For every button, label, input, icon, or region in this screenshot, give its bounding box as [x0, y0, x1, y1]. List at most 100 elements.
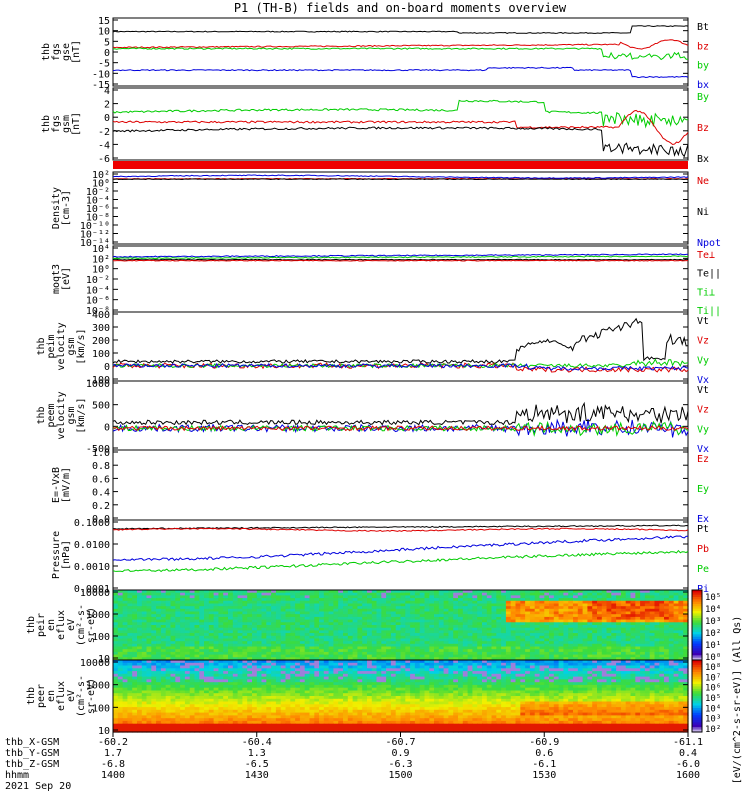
spectrogram-cell [400, 608, 406, 613]
y-label-line: thb [41, 43, 52, 61]
spectrogram-cell [122, 635, 128, 640]
spectrogram-cell [338, 660, 344, 664]
spectrogram-cell [525, 625, 531, 629]
spectrogram-cell [625, 598, 632, 602]
spectrogram-cell [568, 660, 574, 664]
spectrogram-cell [122, 649, 128, 653]
spectrogram-cell [223, 635, 229, 640]
spectrogram-cell [520, 649, 526, 653]
spectrogram-cell [491, 671, 497, 675]
spectrogram-cell [448, 633, 454, 637]
spectrogram-cell [295, 690, 301, 694]
spectrogram-cell [654, 687, 660, 692]
spectrogram-cell [386, 606, 392, 610]
spectrogram-cell [122, 646, 128, 650]
spectrogram-cell [448, 616, 454, 621]
spectrogram-cell [333, 693, 339, 697]
spectrogram-cell [180, 625, 186, 629]
spectrogram-cell [319, 657, 325, 661]
spectrogram-cell [568, 635, 574, 640]
spectrogram-cell [386, 676, 392, 680]
spectrogram-cell [213, 622, 219, 626]
spectrogram-cell [424, 673, 430, 678]
spectrogram-cell [199, 635, 205, 640]
spectrogram-cell [299, 657, 306, 661]
spectrogram-cell [137, 641, 143, 645]
spectrogram-cell [165, 592, 172, 596]
spectrogram-cell [434, 592, 440, 596]
spectrogram-cell [319, 690, 325, 694]
spectrogram-cell [228, 643, 234, 648]
spectrogram-cell [414, 635, 421, 640]
spectrogram-cell [635, 625, 641, 629]
spectrogram-cell [165, 679, 172, 683]
spectrogram-cell [285, 635, 291, 640]
spectrogram-cell [151, 616, 157, 621]
panel-frame [112, 449, 689, 521]
spectrogram-cell [683, 595, 689, 599]
spectrogram-cell [395, 641, 402, 645]
spectrogram-cell [640, 676, 646, 680]
spectrogram-cell [630, 635, 636, 640]
spectrogram-cell [194, 590, 200, 594]
spectrogram-cell [582, 654, 588, 658]
spectrogram-cell [204, 625, 210, 629]
spectrogram-cell [678, 654, 684, 658]
spectrogram-cell [280, 622, 287, 626]
spectrogram-cell [534, 671, 541, 675]
spectrogram-cell [553, 668, 560, 672]
spectrogram-cell [137, 627, 143, 631]
spectrogram-cell [333, 662, 339, 667]
spectrogram-cell [534, 684, 541, 689]
spectrogram-cell [458, 657, 464, 661]
spectrogram-cell [592, 657, 598, 661]
spectrogram-cell [400, 595, 406, 599]
spectrogram-cell [295, 633, 301, 637]
spectrogram-cell [333, 671, 339, 675]
spectrogram-cell [180, 662, 186, 667]
spectrogram-cell [261, 611, 267, 615]
spectrogram-cell [357, 654, 363, 658]
spectrogram-cell [472, 635, 478, 640]
spectrogram-cell [443, 654, 449, 658]
spectrogram-cell [309, 635, 315, 640]
spectrogram-cell [635, 646, 641, 650]
spectrogram-cell [242, 665, 248, 669]
spectrogram-cell [199, 651, 205, 656]
spectrogram-cell [544, 616, 550, 621]
spectrogram-cell [266, 660, 272, 664]
spectrogram-cell [510, 603, 517, 607]
spectrogram-cell [165, 673, 172, 678]
spectrogram-cell [208, 600, 215, 605]
spectrogram-cell [640, 627, 646, 631]
spectrogram-cell [285, 673, 291, 678]
spectrogram-cell [515, 654, 521, 658]
spectrogram-cell [587, 665, 593, 669]
colorbar-cell [692, 657, 702, 661]
spectrogram-cell [160, 633, 167, 637]
spectrogram-cell [275, 625, 282, 629]
spectrogram-cell [295, 627, 301, 631]
spectrogram-cell [491, 684, 497, 689]
spectrogram-cell [644, 595, 651, 599]
spectrogram-cell [582, 673, 588, 678]
spectrogram-cell [453, 693, 459, 697]
spectrogram-cell [424, 687, 430, 692]
spectrogram-cell [630, 608, 636, 613]
spectrogram-cell [606, 649, 612, 653]
spectrogram-cell [582, 646, 588, 650]
y-tick-label: 10000 [80, 588, 110, 599]
spectrogram-cell [438, 598, 445, 602]
spectrogram-cell [352, 693, 358, 697]
spectrogram-cell [304, 660, 311, 664]
spectrogram-cell [113, 693, 119, 697]
spectrogram-cell [534, 633, 541, 637]
spectrogram-cell [635, 660, 641, 664]
spectrogram-cell [616, 614, 622, 618]
spectrogram-cell [266, 641, 272, 645]
spectrogram-cell [419, 654, 426, 658]
spectrogram-cell [189, 630, 196, 634]
spectrogram-cell [261, 622, 267, 626]
spectrogram-cell [558, 608, 564, 613]
spectrogram-cell [213, 619, 219, 623]
